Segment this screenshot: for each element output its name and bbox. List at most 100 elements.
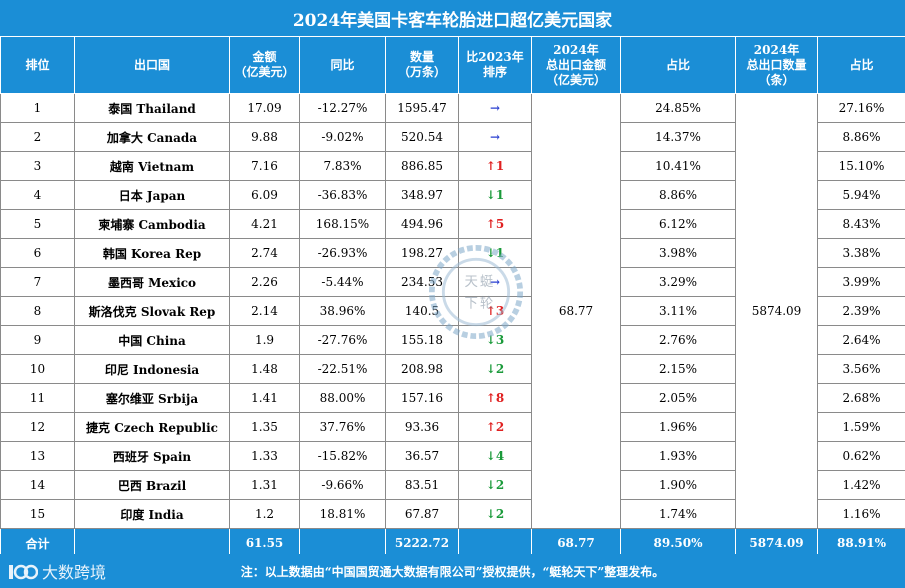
header-yoy[interactable]: 同比: [299, 36, 386, 94]
header-share-qty[interactable]: 占比: [817, 36, 905, 94]
header-amount-line1: 金额: [252, 50, 277, 64]
merged-total-amount-cell: 68.77: [531, 93, 621, 529]
header-total-qty-line3: （条）: [758, 72, 795, 87]
rank-cell: 8: [0, 296, 75, 326]
table-row[interactable]: 8 斯洛伐克 Slovak Rep 2.14 38.96% 140.5 ↑3 3.11% 2.…: [0, 296, 905, 326]
rank-change-cell: ↑1: [458, 151, 532, 181]
qty-cell: 1595.47: [385, 93, 459, 123]
totals-row: 合计 61.55 5222.72 68.77 89.50% 5874.09 88…: [0, 528, 905, 558]
header-amount[interactable]: 金额 （亿美元）: [229, 36, 300, 94]
share-qty-cell: 8.43%: [817, 209, 905, 239]
watermark-char-3: 下: [464, 296, 477, 311]
header-total-amount-line1: 2024年: [553, 42, 599, 57]
arrow-up-icon: ↑: [485, 159, 496, 173]
yoy-cell: -15.82%: [299, 441, 386, 471]
country-cell: 捷克 Czech Republic: [74, 412, 230, 442]
country-cell: 韩国 Korea Rep: [74, 238, 230, 268]
share-amount-cell: 1.96%: [620, 412, 736, 442]
table-row[interactable]: 1 泰国 Thailand 17.09 -12.27% 1595.47 → 68.77 24.…: [0, 93, 905, 529]
share-qty-cell: 8.86%: [817, 122, 905, 152]
qty-cell: 155.18: [385, 325, 459, 355]
yoy-cell: -9.02%: [299, 122, 386, 152]
header-total-amount[interactable]: 2024年 总出口金额 （亿美元）: [531, 36, 621, 94]
rank-move-value: 2: [495, 478, 505, 492]
footer-note: 注：以上数据由“中国国贸通大数据有限公司”授权提供，“蜓轮天下”整理发布。: [240, 564, 665, 579]
qty-cell: 67.87: [385, 499, 459, 529]
header-qty[interactable]: 数量 （万条）: [385, 36, 459, 94]
rank-change-cell: ↓1: [458, 180, 532, 210]
header-country[interactable]: 出口国: [74, 36, 230, 94]
qty-cell: 83.51: [385, 470, 459, 500]
rank-change-cell: ↓2: [458, 499, 532, 529]
amount-cell: 1.31: [229, 470, 300, 500]
share-qty-cell: 3.56%: [817, 354, 905, 384]
amount-cell: 17.09: [229, 93, 300, 123]
arrow-up-icon: ↑: [485, 304, 496, 318]
rank-change-cell: ↓2: [458, 470, 532, 500]
header-rank-change-line2: 排序: [482, 65, 507, 79]
table-row[interactable]: 7 墨西哥 Mexico 2.26 -5.44% 234.53 → 3.29% 3.99%: [0, 267, 905, 297]
rank-move-value: 2: [495, 507, 505, 521]
share-amount-cell: 10.41%: [620, 151, 736, 181]
rank-change-cell: ↑8: [458, 383, 532, 413]
rank-change-cell: ↓4: [458, 441, 532, 471]
yoy-cell: 18.81%: [299, 499, 386, 529]
header-share-amount[interactable]: 占比: [620, 36, 736, 94]
brand-logo[interactable]: 大数跨境: [8, 560, 106, 582]
share-qty-cell: 15.10%: [817, 151, 905, 181]
rank-move-value: 4: [495, 449, 505, 463]
qty-cell: 348.97: [385, 180, 459, 210]
qty-cell: 234.53: [385, 267, 459, 297]
arrow-right-icon: →: [489, 275, 501, 289]
brand-name: 大数跨境: [42, 563, 107, 582]
header-rank[interactable]: 排位: [0, 36, 75, 94]
rank-change-cell: →: [458, 122, 532, 152]
table-row[interactable]: 12 捷克 Czech Republic 1.35 37.76% 93.36 ↑2 1.96…: [0, 412, 905, 442]
watermark-char-2: 蜓: [480, 274, 494, 290]
country-cell: 泰国 Thailand: [74, 93, 230, 123]
rank-change-cell: ↑5: [458, 209, 532, 239]
arrow-down-icon: ↓: [485, 449, 496, 463]
header-amount-line2: （亿美元）: [234, 65, 295, 79]
country-cell: 印度 India: [74, 499, 230, 529]
header-total-qty[interactable]: 2024年 总出口数量 （条）: [735, 36, 818, 94]
country-cell: 加拿大 Canada: [74, 122, 230, 152]
rank-move-value: 5: [495, 217, 505, 231]
qty-cell: 198.27: [385, 238, 459, 268]
arrow-down-icon: ↓: [485, 478, 496, 492]
table-row[interactable]: 13 西班牙 Spain 1.33 -15.82% 36.57 ↓4 1.93% 0.62%: [0, 441, 905, 471]
table-row[interactable]: 3 越南 Vietnam 7.16 7.83% 886.85 ↑1 10.41% 15.10%: [0, 151, 905, 181]
totals-yoy-empty: [299, 528, 386, 558]
footer-bar: 注：以上数据由“中国国贸通大数据有限公司”授权提供，“蜓轮天下”整理发布。 大数…: [0, 554, 905, 588]
header-rank-change[interactable]: 比2023年 排序: [458, 36, 532, 94]
watermark-char-4: 轮: [480, 295, 493, 311]
yoy-cell: -9.66%: [299, 470, 386, 500]
share-qty-cell: 2.68%: [817, 383, 905, 413]
table-row[interactable]: 4 日本 Japan 6.09 -36.83% 348.97 ↓1 8.86% 5.94%: [0, 180, 905, 210]
rank-cell: 13: [0, 441, 75, 471]
rank-cell: 15: [0, 499, 75, 529]
table-row[interactable]: 9 中国 China 1.9 -27.76% 155.18 ↓3 2.76% 2.64%: [0, 325, 905, 355]
table-body: 1 泰国 Thailand 17.09 -12.27% 1595.47 → 68.77 24.…: [0, 93, 905, 529]
amount-cell: 9.88: [229, 122, 300, 152]
share-qty-cell: 5.94%: [817, 180, 905, 210]
table-row[interactable]: 15 印度 India 1.2 18.81% 67.87 ↓2 1.74% 1.16%: [0, 499, 905, 529]
table-row[interactable]: 5 柬埔寨 Cambodia 4.21 168.15% 494.96 ↑5 6.12% 8.4…: [0, 209, 905, 239]
totals-country-empty: [74, 528, 230, 558]
share-amount-cell: 8.86%: [620, 180, 736, 210]
header-total-amount-line2: 总出口金额: [545, 57, 606, 72]
rank-cell: 5: [0, 209, 75, 239]
share-amount-cell: 1.74%: [620, 499, 736, 529]
header-total-qty-line2: 总出口数量: [746, 57, 807, 72]
qty-cell: 520.54: [385, 122, 459, 152]
share-amount-cell: 2.05%: [620, 383, 736, 413]
amount-cell: 1.9: [229, 325, 300, 355]
table-row[interactable]: 14 巴西 Brazil 1.31 -9.66% 83.51 ↓2 1.90% 1.42%: [0, 470, 905, 500]
table-row[interactable]: 2 加拿大 Canada 9.88 -9.02% 520.54 → 14.37% 8.86%: [0, 122, 905, 152]
rank-cell: 10: [0, 354, 75, 384]
rank-move-value: 1: [495, 188, 505, 202]
table-row[interactable]: 10 印尼 Indonesia 1.48 -22.51% 208.98 ↓2 2.15% 3.…: [0, 354, 905, 384]
share-amount-cell: 24.85%: [620, 93, 736, 123]
share-amount-cell: 3.11%: [620, 296, 736, 326]
rank-cell: 1: [0, 93, 75, 123]
